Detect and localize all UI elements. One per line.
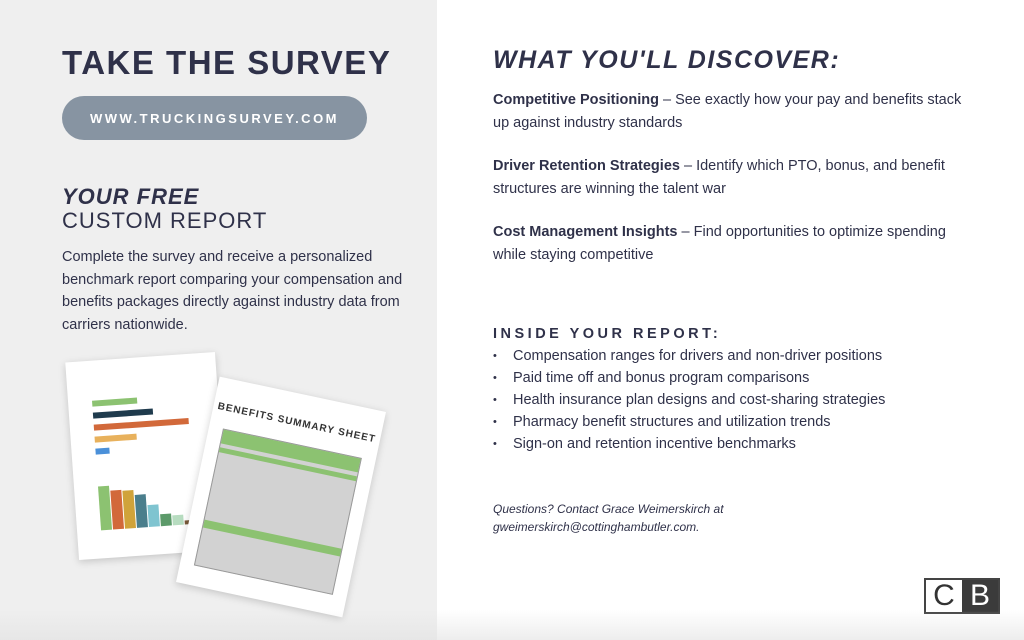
page-title: TAKE THE SURVEY	[62, 44, 392, 81]
chart-column	[160, 513, 172, 527]
contact-line: Questions? Contact Grace Weimerskirch at	[493, 502, 724, 516]
discover-title: WHAT YOU'LL DISCOVER:	[493, 46, 841, 74]
chart-bar	[92, 408, 154, 419]
report-description: Complete the survey and receive a person…	[62, 249, 403, 333]
list-item: Paid time off and bonus program comparis…	[493, 367, 885, 389]
list-item: Health insurance plan designs and cost-s…	[493, 389, 885, 411]
chart-column	[172, 514, 184, 526]
chart-bar	[92, 397, 138, 407]
list-item: Compensation ranges for drivers and non-…	[493, 345, 885, 367]
chart-column	[134, 494, 148, 528]
feature-cost-management: Cost Management Insights – Find opportun…	[493, 224, 946, 263]
bottom-shadow	[0, 610, 1024, 640]
contact-email[interactable]: gweimerskirch@cottinghambutler.com.	[493, 520, 700, 534]
contact-info: Questions? Contact Grace Weimerskirch at…	[493, 500, 724, 536]
list-item: Sign-on and retention incentive benchmar…	[493, 433, 885, 455]
feature-driver-retention: Driver Retention Strategies – Identify w…	[493, 158, 945, 197]
survey-url-button[interactable]: WWW.TRUCKINGSURVEY.COM	[62, 96, 367, 140]
report-heading-custom: CUSTOM REPORT	[62, 208, 268, 233]
cb-logo: C B	[924, 578, 1000, 614]
benefits-table-image	[193, 428, 362, 595]
inside-report-title: INSIDE YOUR REPORT:	[493, 326, 722, 342]
inside-report-list: Compensation ranges for drivers and non-…	[493, 345, 885, 455]
report-heading-free: YOUR FREE	[62, 184, 200, 209]
chart-column	[147, 504, 160, 528]
chart-bar	[93, 418, 189, 431]
right-panel	[437, 0, 1024, 640]
feature-competitive-positioning: Competitive Positioning – See exactly ho…	[493, 92, 962, 131]
chart-bar	[94, 433, 137, 443]
chart-bar	[95, 447, 110, 455]
list-item: Pharmacy benefit structures and utilizat…	[493, 411, 885, 433]
